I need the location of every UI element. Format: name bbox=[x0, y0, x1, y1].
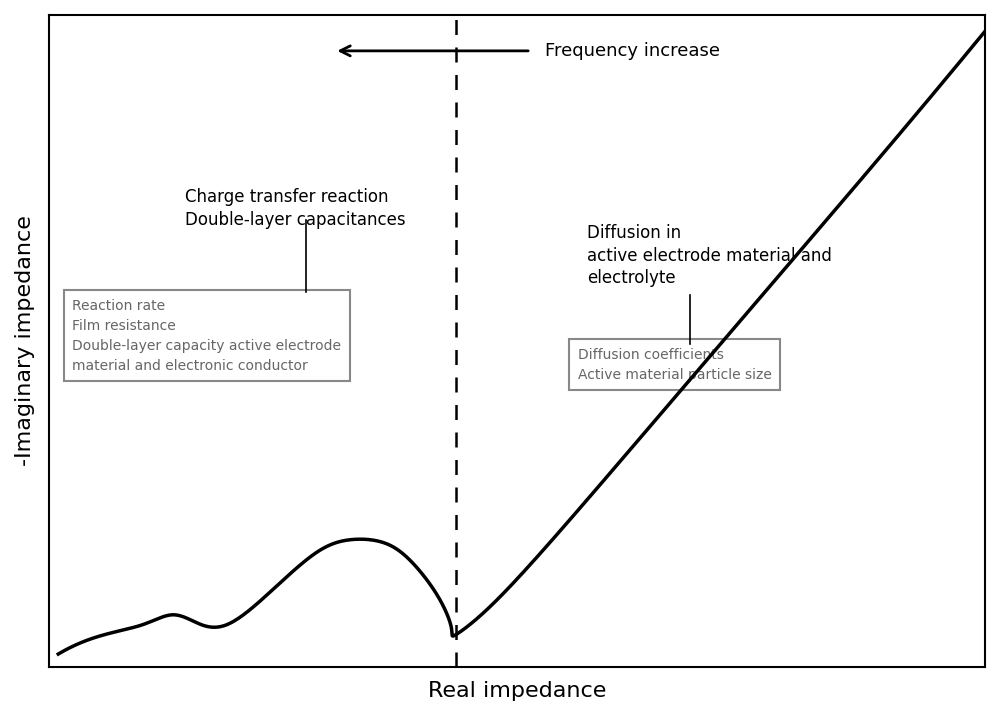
Text: Frequency increase: Frequency increase bbox=[545, 42, 720, 60]
X-axis label: Real impedance: Real impedance bbox=[428, 681, 606, 701]
Text: Diffusion in
active electrode material and
electrolyte: Diffusion in active electrode material a… bbox=[587, 223, 832, 288]
Y-axis label: -Imaginary impedance: -Imaginary impedance bbox=[15, 216, 35, 467]
Text: Diffusion coefficients
Active material particle size: Diffusion coefficients Active material p… bbox=[578, 347, 772, 382]
Text: Charge transfer reaction
Double-layer capacitances: Charge transfer reaction Double-layer ca… bbox=[185, 188, 405, 228]
Text: Reaction rate
Film resistance
Double-layer capacity active electrode
material an: Reaction rate Film resistance Double-lay… bbox=[72, 299, 341, 373]
